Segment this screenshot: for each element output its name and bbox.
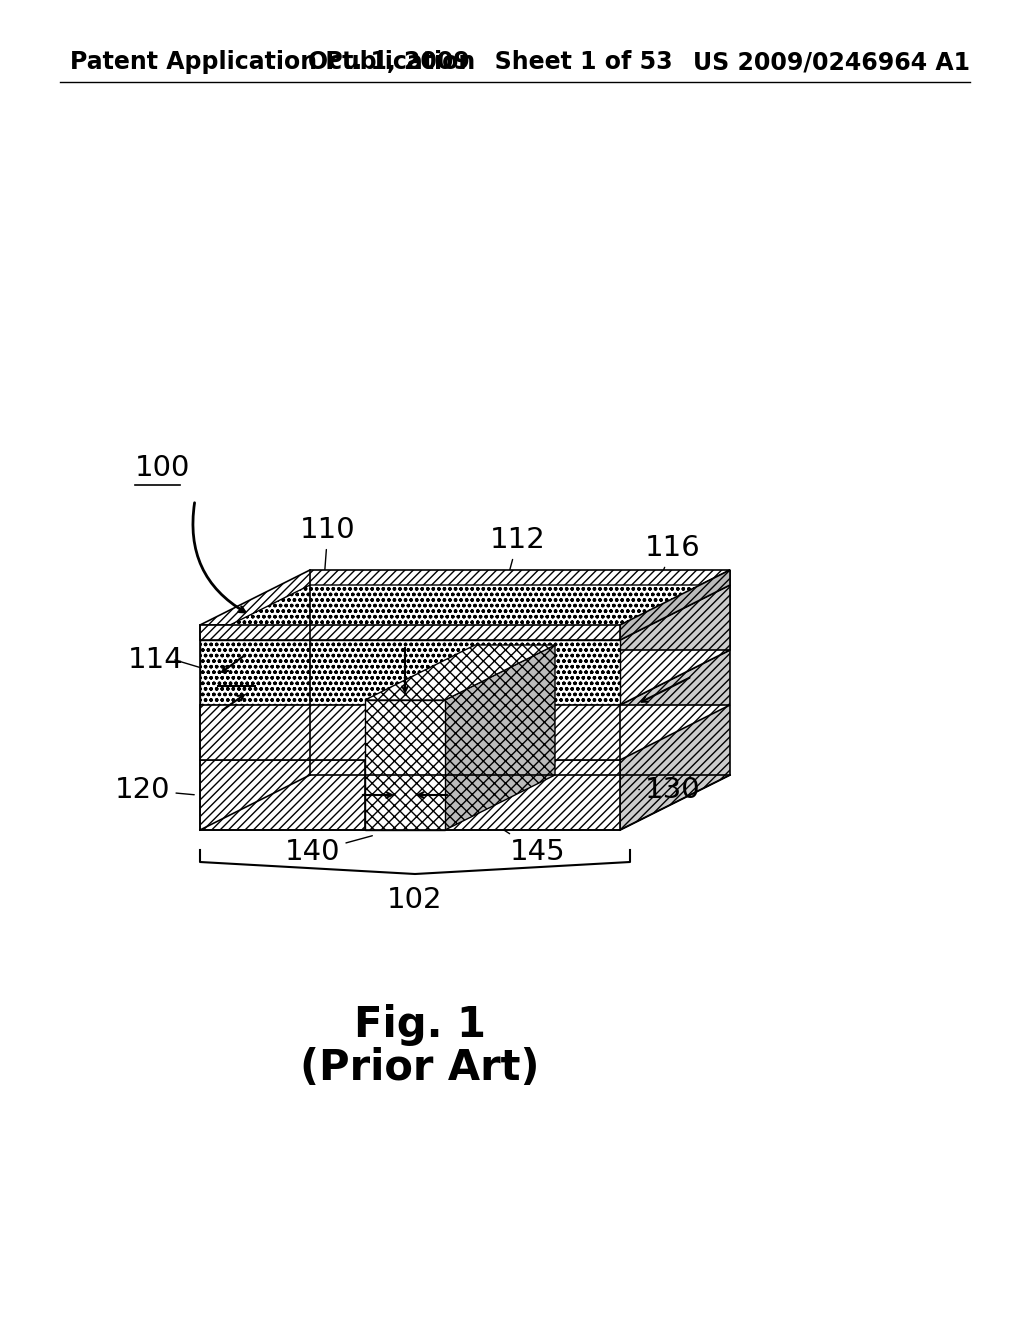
- Polygon shape: [200, 624, 620, 640]
- Polygon shape: [445, 645, 555, 830]
- Polygon shape: [445, 705, 730, 760]
- Text: 112: 112: [490, 525, 546, 616]
- Polygon shape: [200, 705, 620, 760]
- Text: 120: 120: [115, 776, 195, 804]
- Text: Patent Application Publication: Patent Application Publication: [70, 50, 475, 74]
- Text: 114: 114: [128, 645, 183, 675]
- Text: 116: 116: [643, 535, 700, 619]
- Text: Oct. 1, 2009   Sheet 1 of 53: Oct. 1, 2009 Sheet 1 of 53: [307, 50, 673, 74]
- Polygon shape: [445, 760, 620, 830]
- Text: 130: 130: [639, 776, 700, 804]
- Polygon shape: [365, 645, 555, 700]
- Text: 140: 140: [285, 836, 373, 866]
- Text: 110: 110: [300, 516, 355, 632]
- Polygon shape: [200, 649, 730, 705]
- Text: 145: 145: [453, 796, 565, 866]
- Polygon shape: [620, 570, 730, 830]
- Text: Fig. 1: Fig. 1: [354, 1005, 486, 1045]
- Polygon shape: [620, 585, 730, 705]
- Polygon shape: [620, 570, 730, 640]
- Polygon shape: [365, 700, 445, 830]
- Polygon shape: [200, 760, 365, 830]
- Polygon shape: [200, 640, 620, 705]
- Text: (Prior Art): (Prior Art): [300, 1047, 540, 1089]
- Text: US 2009/0246964 A1: US 2009/0246964 A1: [693, 50, 970, 74]
- Text: 100: 100: [135, 454, 190, 482]
- Text: 102: 102: [387, 886, 442, 913]
- Polygon shape: [200, 570, 730, 624]
- Polygon shape: [200, 585, 730, 640]
- Polygon shape: [200, 705, 475, 760]
